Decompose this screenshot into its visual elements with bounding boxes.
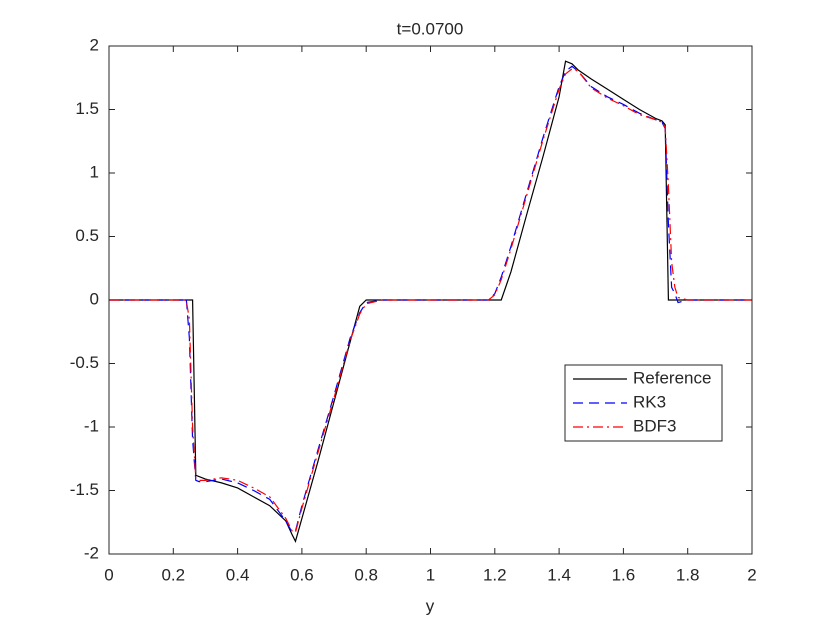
y-tick-label: -1.5 xyxy=(70,480,99,499)
x-tick-label: 1.2 xyxy=(483,565,507,584)
series-line xyxy=(109,68,752,534)
y-tick-label: 0.5 xyxy=(75,226,99,245)
legend: Reference RK3 BDF3 xyxy=(564,364,723,442)
y-tick-label: -1 xyxy=(84,416,99,435)
x-tick-label: 0 xyxy=(104,565,113,584)
x-tick-label: 0.8 xyxy=(354,565,378,584)
x-tick-label: 0.4 xyxy=(226,565,250,584)
x-tick-label: 1.8 xyxy=(676,565,700,584)
y-tick-label: 0 xyxy=(90,289,99,308)
y-tick-label: 1 xyxy=(90,162,99,181)
x-tick-label: 0.2 xyxy=(161,565,185,584)
y-tick-label: 2 xyxy=(90,35,99,54)
y-tick-label: 1.5 xyxy=(75,99,99,118)
x-tick-label: 1.4 xyxy=(547,565,571,584)
x-tick-label: 0.6 xyxy=(290,565,314,584)
x-axis-label: y xyxy=(426,596,435,615)
legend-label: RK3 xyxy=(633,392,666,411)
legend-label: Reference xyxy=(633,368,711,387)
y-tick-label: -2 xyxy=(84,543,99,562)
axes-box xyxy=(108,45,753,555)
chart-title: t=0.0700 xyxy=(397,19,464,38)
x-tick-label: 1 xyxy=(426,565,435,584)
y-tick-label: -0.5 xyxy=(70,353,99,372)
legend-label: BDF3 xyxy=(633,416,676,435)
x-tick-label: 1.6 xyxy=(612,565,636,584)
x-tick-label: 2 xyxy=(747,565,756,584)
